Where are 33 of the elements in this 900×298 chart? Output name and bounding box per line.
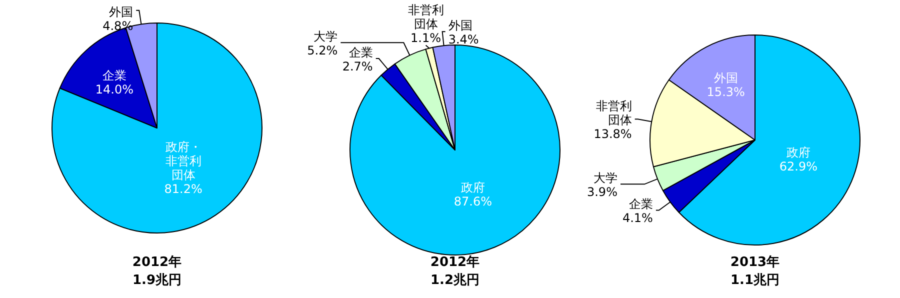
data-label: 15.3% <box>706 85 745 100</box>
data-label: 4.1% <box>622 211 653 226</box>
slice-label: 外国 <box>109 5 134 19</box>
data-label: 13.8% <box>594 127 632 142</box>
pie-slice <box>52 22 262 234</box>
data-label: 81.2% <box>164 182 202 196</box>
data-label: 4.8% <box>102 19 134 33</box>
text: 2012年 <box>132 255 182 270</box>
slice-label: 政府・非営利団体 <box>165 140 202 182</box>
text: 2012年 <box>430 255 480 270</box>
data-label: 3.4% <box>448 32 479 47</box>
slice-label: 企業 <box>628 197 653 212</box>
slice-label: 政府 <box>460 180 485 195</box>
slice-label: 外国 <box>448 18 472 33</box>
slice-label: 大学 <box>314 30 338 44</box>
data-label: 87.6% <box>454 194 492 209</box>
data-label: 62.9% <box>779 160 818 174</box>
slice-label: 大学 <box>593 171 618 186</box>
text: 1.1兆円 <box>730 273 780 288</box>
slice-label: 外国 <box>714 71 738 86</box>
text: 1.9兆円 <box>132 273 182 288</box>
text: 2013年 <box>730 255 780 270</box>
slice-label: 企業 <box>348 46 373 60</box>
data-label: 2.7% <box>342 60 373 74</box>
slice-label: 非営利団体 <box>596 99 632 128</box>
slice-label: 政府 <box>786 146 810 160</box>
text: 1.2兆円 <box>430 273 480 288</box>
data-label: 14.0% <box>95 82 134 97</box>
data-label: 1.1% <box>410 31 442 46</box>
data-label: 5.2% <box>307 44 338 58</box>
data-label: 3.9% <box>586 185 618 200</box>
slice-label: 非営利団体 <box>408 3 444 32</box>
slice-label: 企業 <box>102 68 126 83</box>
